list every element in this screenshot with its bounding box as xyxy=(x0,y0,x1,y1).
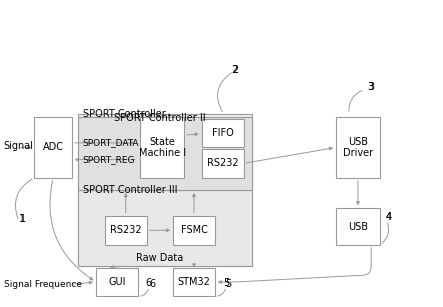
FancyArrowPatch shape xyxy=(140,290,148,296)
Text: RS232: RS232 xyxy=(110,225,142,235)
FancyArrowPatch shape xyxy=(382,223,389,243)
Bar xyxy=(78,117,253,190)
Text: 5: 5 xyxy=(223,278,229,288)
Text: State
Machine I: State Machine I xyxy=(139,137,186,158)
Text: 6: 6 xyxy=(149,279,155,289)
Text: USB
Driver: USB Driver xyxy=(343,137,373,158)
Text: SPORT Controller: SPORT Controller xyxy=(83,108,166,119)
Bar xyxy=(96,268,138,297)
Text: 4: 4 xyxy=(386,212,392,222)
Bar xyxy=(35,117,72,178)
Text: SPORT_DATA: SPORT_DATA xyxy=(83,138,140,147)
Text: 1: 1 xyxy=(19,214,25,224)
Text: 2: 2 xyxy=(232,65,238,75)
Text: GUI: GUI xyxy=(108,277,126,287)
Text: Signal: Signal xyxy=(4,141,34,151)
FancyArrowPatch shape xyxy=(16,179,32,219)
Text: 2: 2 xyxy=(233,65,239,75)
Text: SPORT Controller III: SPORT Controller III xyxy=(83,185,177,195)
Bar xyxy=(202,119,244,147)
Text: FSMC: FSMC xyxy=(181,225,207,235)
FancyArrowPatch shape xyxy=(218,290,225,296)
Text: SPORT Controller II: SPORT Controller II xyxy=(114,113,206,123)
Text: 4: 4 xyxy=(386,212,392,222)
Text: SPORT_REG: SPORT_REG xyxy=(83,155,135,164)
Bar xyxy=(78,114,253,266)
Text: 5: 5 xyxy=(225,279,232,289)
Bar xyxy=(105,216,147,245)
FancyArrowPatch shape xyxy=(218,73,232,111)
FancyArrowPatch shape xyxy=(349,91,362,111)
Text: 1: 1 xyxy=(19,214,26,224)
Text: FIFO: FIFO xyxy=(212,128,233,138)
Text: STM32: STM32 xyxy=(178,277,210,287)
Text: USB: USB xyxy=(348,222,368,231)
Text: 3: 3 xyxy=(368,82,374,91)
Text: 3: 3 xyxy=(367,82,373,92)
Bar xyxy=(336,208,380,245)
Text: 6: 6 xyxy=(146,278,152,288)
Text: RS232: RS232 xyxy=(207,158,238,168)
Bar xyxy=(173,216,215,245)
Bar xyxy=(173,268,215,297)
Bar xyxy=(336,117,380,178)
Bar xyxy=(78,190,253,266)
Bar xyxy=(140,117,184,178)
Text: Signal Frequence: Signal Frequence xyxy=(4,280,82,289)
Text: Raw Data: Raw Data xyxy=(136,254,183,263)
Bar xyxy=(202,149,244,178)
Text: ADC: ADC xyxy=(43,142,64,152)
